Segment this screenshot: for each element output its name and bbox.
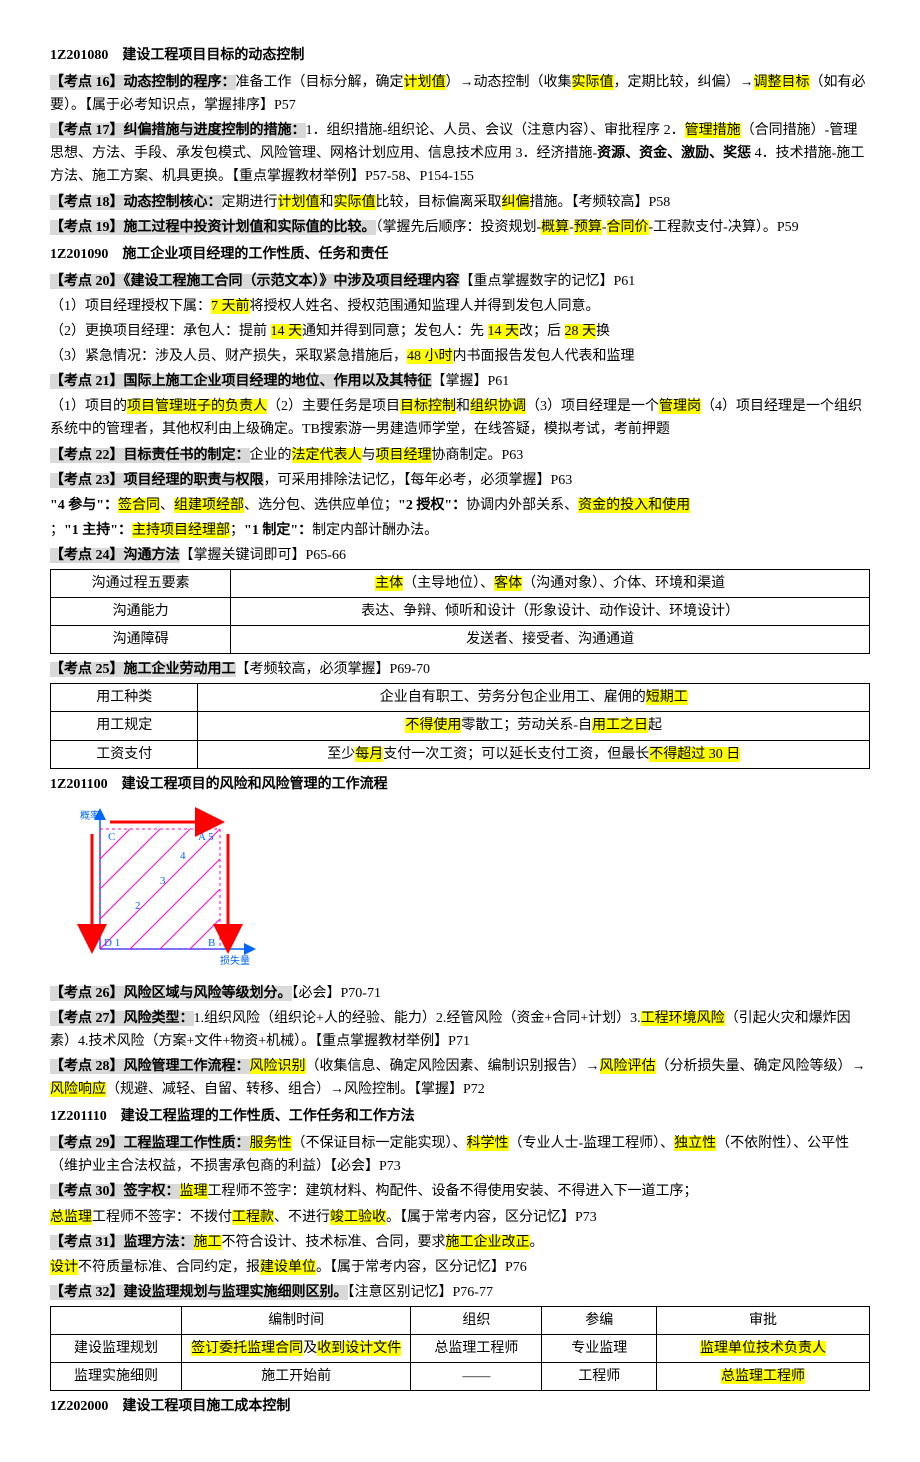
svg-text:2: 2 [135,900,141,912]
table-cell: 审批 [657,1306,870,1334]
table-cell: 发送者、接受者、沟通通道 [231,626,870,654]
table-cell: 监理实施细则 [51,1363,182,1391]
table-cell [51,1306,182,1334]
kp19: 【考点 19】施工过程中投资计划值和实际值的比较。（掌握先后顺序：投资规划-概算… [50,216,870,239]
kp-label: 【考点 24】沟通方法 [50,548,180,563]
table-communication: 沟通过程五要素主体（主导地位）、客体（沟通对象）、介体、环境和渠道 沟通能力表达… [50,569,870,654]
kp-label: 【考点 31】监理方法： [50,1235,194,1250]
kp-label: 【考点 16】动态控制的程序： [50,75,236,90]
svg-text:损失量: 损失量 [220,954,250,967]
kp31-2: 设计不符质量标准、合同约定，报建设单位。【属于常考内容，区分记忆】P76 [50,1256,870,1279]
table-cell: 监理单位技术负责人 [657,1335,870,1363]
svg-text:概率: 概率 [80,809,100,822]
kp27: 【考点 27】风险类型：1.组织风险（组织论+人的经验、能力）2.经管风险（资金… [50,1007,870,1053]
kp-label: 【考点 29】工程监理工作性质： [50,1136,250,1151]
svg-text:B: B [208,937,215,949]
table-cell: 专业监理 [542,1335,657,1363]
table-cell: 主体（主导地位）、客体（沟通对象）、介体、环境和渠道 [231,569,870,597]
table-cell: 编制时间 [182,1306,411,1334]
kp28: 【考点 28】风险管理工作流程：风险识别（收集信息、确定风险因素、编制识别报告）… [50,1055,870,1101]
table-cell: 工资支付 [51,740,198,768]
table-cell: 沟通能力 [51,598,231,626]
kp-label: 【考点 26】风险区域与风险等级划分。 [50,986,292,1001]
table-cell: 总监理工程师 [657,1363,870,1391]
kp23-1: "4 参与"：签合同、组建项经部、选分包、选供应单位；"2 授权"：协调内外部关… [50,494,870,517]
section-title: 1Z201080 建设工程项目目标的动态控制 [50,44,870,67]
kp18: 【考点 18】动态控制核心：定期进行计划值和实际值比较，目标偏离采取纠偏措施。【… [50,191,870,214]
kp20-2: （2）更换项目经理：承包人：提前 14 天通知并得到同意；发包人：先 14 天改… [50,320,870,343]
svg-text:3: 3 [160,875,166,887]
kp-label: 【考点 25】施工企业劳动用工 [50,662,236,677]
table-cell: —— [411,1363,542,1391]
kp-label: 【考点 22】目标责任书的制定： [50,448,250,463]
table-cell: 总监理工程师 [411,1335,542,1363]
table-cell: 组织 [411,1306,542,1334]
section-title: 1Z202000 建设工程项目施工成本控制 [50,1395,870,1418]
risk-chart-svg: 概率 损失量 C A 5 D 1 B 4 3 2 [70,804,270,974]
kp29: 【考点 29】工程监理工作性质：服务性（不保证目标一定能实现）、科学性（专业人士… [50,1132,870,1178]
table-cell: 参编 [542,1306,657,1334]
kp20-1: （1）项目经理授权下属：7 天前将授权人姓名、授权范围通知监理人并得到发包人同意… [50,295,870,318]
kp-label: 【考点 20】《建设工程施工合同（示范文本）》中涉及项目经理内容 [50,274,460,289]
kp-label: 【考点 18】动态控制核心： [50,195,222,210]
kp-label: 【考点 32】建设监理规划与监理实施细则区别。 [50,1285,348,1300]
kp30: 【考点 30】签字权：监理工程师不签字：建筑材料、构配件、设备不得使用安装、不得… [50,1180,870,1203]
table-cell: 施工开始前 [182,1363,411,1391]
kp21: 【考点 21】国际上施工企业项目经理的地位、作用以及其特征【掌握】P61 [50,370,870,393]
kp-label: 【考点 19】施工过程中投资计划值和实际值的比较。 [50,220,376,235]
table-cell: 表达、争辩、倾听和设计（形象设计、动作设计、环境设计） [231,598,870,626]
kp25: 【考点 25】施工企业劳动用工【考频较高，必须掌握】P69-70 [50,658,870,681]
kp23: 【考点 23】项目经理的职责与权限，可采用排除法记忆，【每年必考，必须掌握】P6… [50,469,870,492]
table-cell: 工程师 [542,1363,657,1391]
kp23-2: ；"1 主持"：主持项目经理部；"1 制定"：制定内部计酬办法。 [50,519,870,542]
table-cell: 建设监理规划 [51,1335,182,1363]
kp16: 【考点 16】动态控制的程序：准备工作（目标分解，确定计划值）→动态控制（收集实… [50,71,870,117]
kp-label: 【考点 17】纠偏措施与进度控制的措施： [50,123,306,138]
kp21-1: （1）项目的项目管理班子的负责人（2）主要任务是项目目标控制和组织协调（3）项目… [50,395,870,441]
table-cell: 签订委托监理合同及收到设计文件 [182,1335,411,1363]
section-title: 1Z201090 施工企业项目经理的工作性质、任务和责任 [50,243,870,266]
risk-chart: 概率 损失量 C A 5 D 1 B 4 3 2 [70,804,870,974]
table-cell: 企业自有职工、劳务分包企业用工、雇佣的短期工 [198,684,870,712]
kp22: 【考点 22】目标责任书的制定：企业的法定代表人与项目经理协商制定。P63 [50,444,870,467]
table-labor: 用工种类企业自有职工、劳务分包企业用工、雇佣的短期工 用工规定不得使用零散工；劳… [50,683,870,768]
svg-text:C: C [108,831,115,843]
kp31: 【考点 31】监理方法：施工不符合设计、技术标准、合同，要求施工企业改正。 [50,1231,870,1254]
table-cell: 用工种类 [51,684,198,712]
section-title: 1Z201110 建设工程监理的工作性质、工作任务和工作方法 [50,1105,870,1128]
kp20-3: （3）紧急情况：涉及人员、财产损失，采取紧急措施后，48 小时内书面报告发包人代… [50,345,870,368]
svg-text:A 5: A 5 [198,831,214,843]
table-cell: 至少每月支付一次工资；可以延长支付工资，但最长不得超过 30 日 [198,740,870,768]
kp24: 【考点 24】沟通方法【掌握关键词即可】P65-66 [50,544,870,567]
kp-label: 【考点 21】国际上施工企业项目经理的地位、作用以及其特征 [50,374,432,389]
table-supervision: 编制时间 组织 参编 审批 建设监理规划 签订委托监理合同及收到设计文件 总监理… [50,1306,870,1391]
table-cell: 沟通过程五要素 [51,569,231,597]
table-cell: 用工规定 [51,712,198,740]
kp-label: 【考点 28】风险管理工作流程： [50,1059,250,1074]
kp26: 【考点 26】风险区域与风险等级划分。【必会】P70-71 [50,982,870,1005]
kp32: 【考点 32】建设监理规划与监理实施细则区别。【注意区别记忆】P76-77 [50,1281,870,1304]
svg-text:D 1: D 1 [104,937,120,949]
kp30-2: 总监理工程师不签字：不拨付工程款、不进行竣工验收。【属于常考内容，区分记忆】P7… [50,1206,870,1229]
svg-text:4: 4 [180,850,186,862]
table-cell: 不得使用零散工；劳动关系-自用工之日起 [198,712,870,740]
kp17: 【考点 17】纠偏措施与进度控制的措施：1．组织措施-组织论、人员、会议（注意内… [50,119,870,188]
kp-label: 【考点 30】签字权： [50,1184,180,1199]
kp20: 【考点 20】《建设工程施工合同（示范文本）》中涉及项目经理内容【重点掌握数字的… [50,270,870,293]
section-title: 1Z201100 建设工程项目的风险和风险管理的工作流程 [50,773,870,796]
table-cell: 沟通障碍 [51,626,231,654]
kp-label: 【考点 23】项目经理的职责与权限 [50,473,264,488]
kp-label: 【考点 27】风险类型： [50,1011,194,1026]
